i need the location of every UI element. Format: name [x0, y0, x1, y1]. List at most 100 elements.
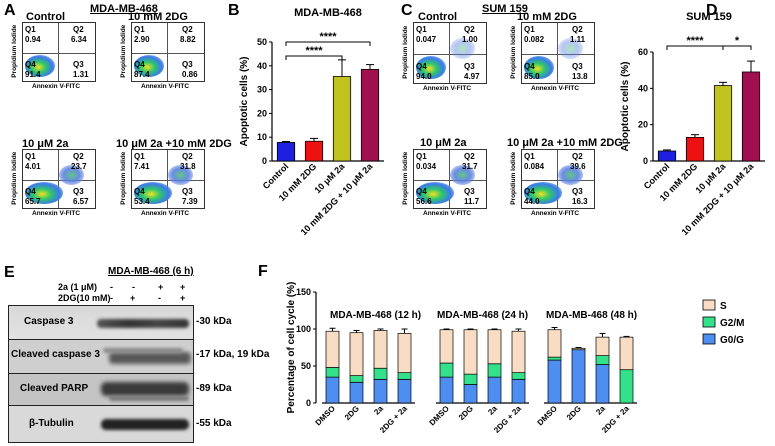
flow-plot-area: Q1 2.90 Q2 8.82 Q4 87.4 Q3 0.86: [131, 22, 205, 82]
significance-marker: *: [735, 35, 740, 47]
quadrant-label: Q3: [464, 187, 475, 196]
quadrant-label: Q1: [524, 25, 535, 34]
panel-letter-f: F: [258, 263, 268, 280]
stacked-segment: [547, 359, 562, 404]
stacked-segment: [619, 369, 634, 404]
quadrant-value: 91.4: [25, 70, 41, 79]
density-cloud: [524, 182, 562, 204]
x-tick-label: 2a: [594, 404, 607, 417]
stacked-segment: [547, 329, 562, 358]
blot-caspase3: [8, 305, 194, 341]
quadrant-value: 16.3: [572, 197, 588, 206]
legend-swatch: [702, 316, 716, 328]
y-axis-label: Percentage of cell cycle (%): [286, 282, 297, 414]
stacked-segment: [325, 376, 340, 404]
density-cloud: [25, 55, 55, 77]
flow-plot-area: Q1 7.41 Q2 31.8 Q4 53.4 Q3 7.39: [131, 149, 205, 209]
quadrant-value: 0.047: [416, 35, 437, 44]
flow-y-axis-label: Propidium Iodide: [401, 151, 409, 205]
stacked-segment: [595, 336, 610, 356]
quadrant-line-h: [23, 180, 95, 181]
y-tick-label: 0: [643, 156, 648, 166]
quadrant-value: 6.57: [73, 197, 89, 206]
chart-title: MDA-MB-468: [294, 7, 362, 19]
flow-plot-area: Q1 4.01 Q2 23.7 Q4 65.7 Q3 6.57: [22, 149, 96, 209]
quadrant-value: 44.0: [524, 197, 540, 206]
flow-plot-title: 10 μM 2a +10 mM 2DG: [116, 138, 232, 150]
quadrant-line-v: [449, 150, 450, 208]
band-label: Caspase 3: [24, 316, 74, 327]
quadrant-line-v: [557, 23, 558, 83]
flow-y-axis-label: Propidium Iodide: [509, 151, 517, 205]
western-sign: -: [158, 293, 161, 303]
quadrant-line-v: [557, 150, 558, 208]
x-tick-label: 2DG: [565, 404, 583, 422]
stacked-segment: [463, 384, 478, 404]
stacked-segment: [595, 355, 610, 365]
quadrant-label: Q4: [25, 187, 36, 196]
quadrant-label: Q3: [464, 62, 475, 71]
panel-letter-e: E: [4, 264, 15, 281]
quadrant-label: Q3: [572, 62, 583, 71]
quadrant-label: Q1: [524, 152, 535, 161]
y-tick-label: 10: [257, 132, 267, 142]
stacked-segment: [511, 372, 526, 380]
quadrant-label: Q2: [464, 25, 475, 34]
quadrant-label: Q2: [182, 152, 193, 161]
flow-plot-area: Q1 0.047 Q2 1.00 Q4 94.0 Q3 4.97: [413, 22, 487, 84]
quadrant-label: Q1: [416, 25, 427, 34]
quadrant-label: Q2: [572, 25, 583, 34]
flow-plot-area: Q1 0.94 Q2 6.34 Q4 91.4 Q3 1.31: [22, 22, 96, 82]
quadrant-line-h: [414, 54, 486, 55]
y-tick-label: 30: [257, 85, 267, 95]
quadrant-value: 11.7: [464, 197, 480, 206]
stacked-segment: [397, 378, 412, 404]
western-sign: +: [180, 293, 186, 303]
blot-tubulin: [8, 405, 194, 443]
quadrant-value: 94.0: [416, 72, 432, 81]
y-tick-label: 0: [306, 398, 311, 408]
x-tick-label: DMSO: [536, 404, 559, 427]
group-label: MDA-MB-468 (48 h): [546, 310, 637, 321]
stacked-segment: [325, 330, 340, 368]
x-tick-label: 2a: [486, 404, 499, 417]
y-tick-label: 150: [296, 287, 311, 297]
x-tick-label: 2DG + 2a: [492, 404, 523, 435]
quadrant-value: 7.41: [134, 162, 150, 171]
band-kda: -55 kDa: [196, 418, 232, 429]
quadrant-label: Q2: [73, 25, 84, 34]
stacked-segment: [439, 362, 454, 378]
band-kda: -30 kDa: [196, 316, 232, 327]
western-sign: -: [132, 282, 135, 292]
quadrant-label: Q3: [182, 187, 193, 196]
quadrant-value: 8.82: [180, 35, 196, 44]
density-cloud: [450, 165, 475, 185]
stacked-segment: [349, 375, 364, 383]
flow-y-axis-label: Propidium Iodide: [10, 24, 18, 78]
panel-letter-c: C: [401, 2, 413, 19]
stacked-segment: [571, 347, 586, 351]
significance-bracket: [285, 41, 371, 46]
flow-x-axis-label: Annexin V-FITC: [531, 210, 580, 217]
x-tick-label: 2a: [372, 404, 385, 417]
quadrant-value: 65.7: [25, 197, 41, 206]
western-sign: -: [110, 293, 113, 303]
band-label: Cleaved PARP: [20, 383, 89, 394]
density-cloud: [416, 182, 454, 204]
quadrant-value: 4.97: [464, 72, 480, 81]
y-tick-label: 40: [257, 61, 267, 71]
quadrant-value: 87.4: [134, 70, 150, 79]
quadrant-value: 0.94: [25, 35, 41, 44]
y-tick-label: 0: [262, 156, 267, 166]
legend-label: S: [720, 301, 727, 312]
stacked-segment: [373, 330, 388, 369]
quadrant-label: Q4: [25, 60, 36, 69]
stacked-segment: [397, 372, 412, 380]
band-label: Cleaved caspase 3: [11, 349, 100, 360]
flow-plot-area: Q1 0.084 Q2 39.6 Q4 44.0 Q3 16.3: [521, 149, 595, 209]
stacked-segment: [571, 349, 586, 404]
western-cond1-label: 2a (1 μM): [58, 282, 98, 292]
